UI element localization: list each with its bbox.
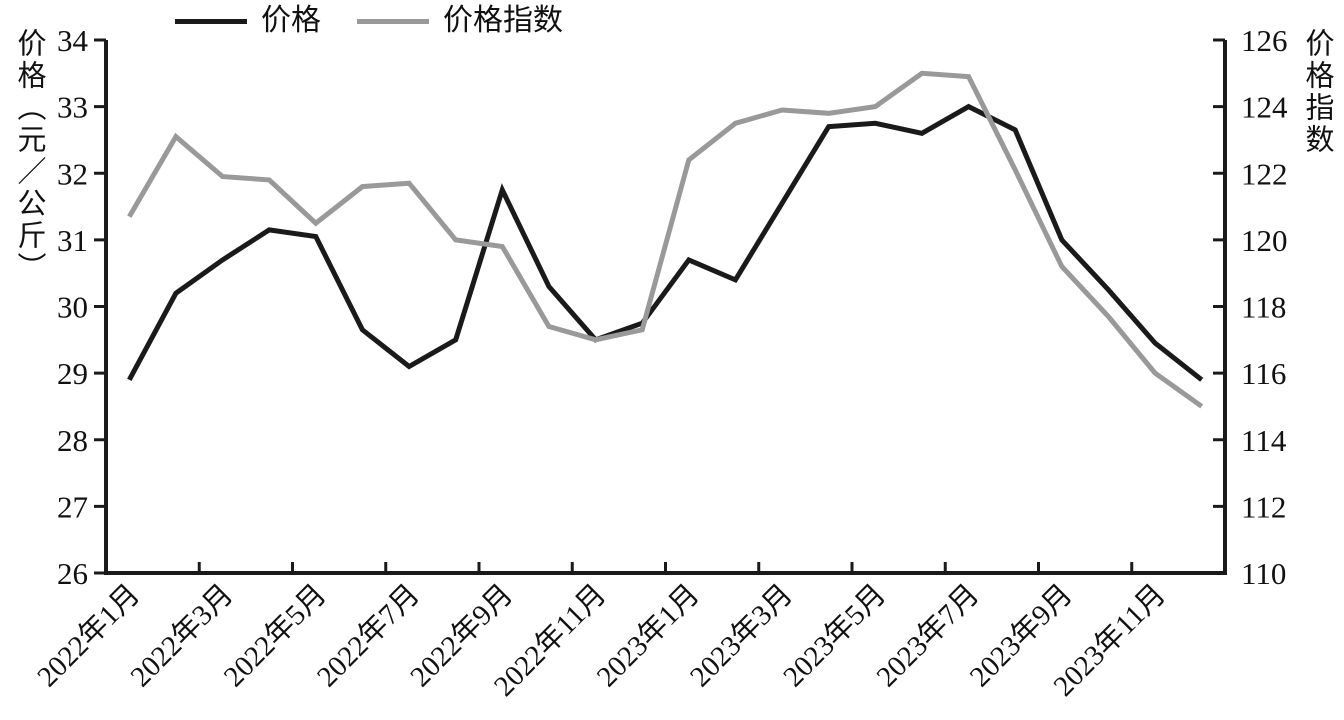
left-axis-tick-label: 31 <box>57 223 88 258</box>
right-axis-tick-label: 110 <box>1241 556 1286 591</box>
right-axis-tick-label: 122 <box>1241 156 1288 191</box>
left-axis-title: 价格（元／公斤） <box>13 28 45 284</box>
left-axis-tick-label: 30 <box>57 290 88 325</box>
right-axis-tick-label: 120 <box>1241 223 1288 258</box>
right-axis-tick-label: 112 <box>1241 489 1286 524</box>
price-index-line-swatch <box>357 18 429 24</box>
left-axis-tick-label: 32 <box>57 156 88 191</box>
price-index-line <box>127 70 1204 409</box>
right-axis-tick-label: 126 <box>1241 23 1288 58</box>
right-axis-title: 价格指数 <box>1301 28 1333 156</box>
left-axis-tick-label: 34 <box>57 23 89 58</box>
legend: 价格 价格指数 <box>175 6 563 36</box>
right-axis-tick-label: 124 <box>1241 90 1288 125</box>
price-line <box>127 103 1204 382</box>
price-line-swatch <box>175 18 247 24</box>
left-axis-tick-label: 28 <box>57 423 88 458</box>
right-axis-tick-label: 114 <box>1241 423 1287 458</box>
left-axis-tick-label: 26 <box>57 556 88 591</box>
left-axis-tick-label: 33 <box>57 90 88 125</box>
left-axis-tick-label: 29 <box>57 356 88 391</box>
legend-label-price: 价格 <box>261 4 321 37</box>
legend-item-index: 价格指数 <box>357 6 563 36</box>
legend-label-index: 价格指数 <box>443 4 563 37</box>
legend-item-price: 价格 <box>175 6 321 36</box>
left-axis-tick-label: 27 <box>57 489 88 524</box>
right-axis-tick-label: 118 <box>1241 290 1286 325</box>
right-axis-tick-label: 116 <box>1241 356 1286 391</box>
